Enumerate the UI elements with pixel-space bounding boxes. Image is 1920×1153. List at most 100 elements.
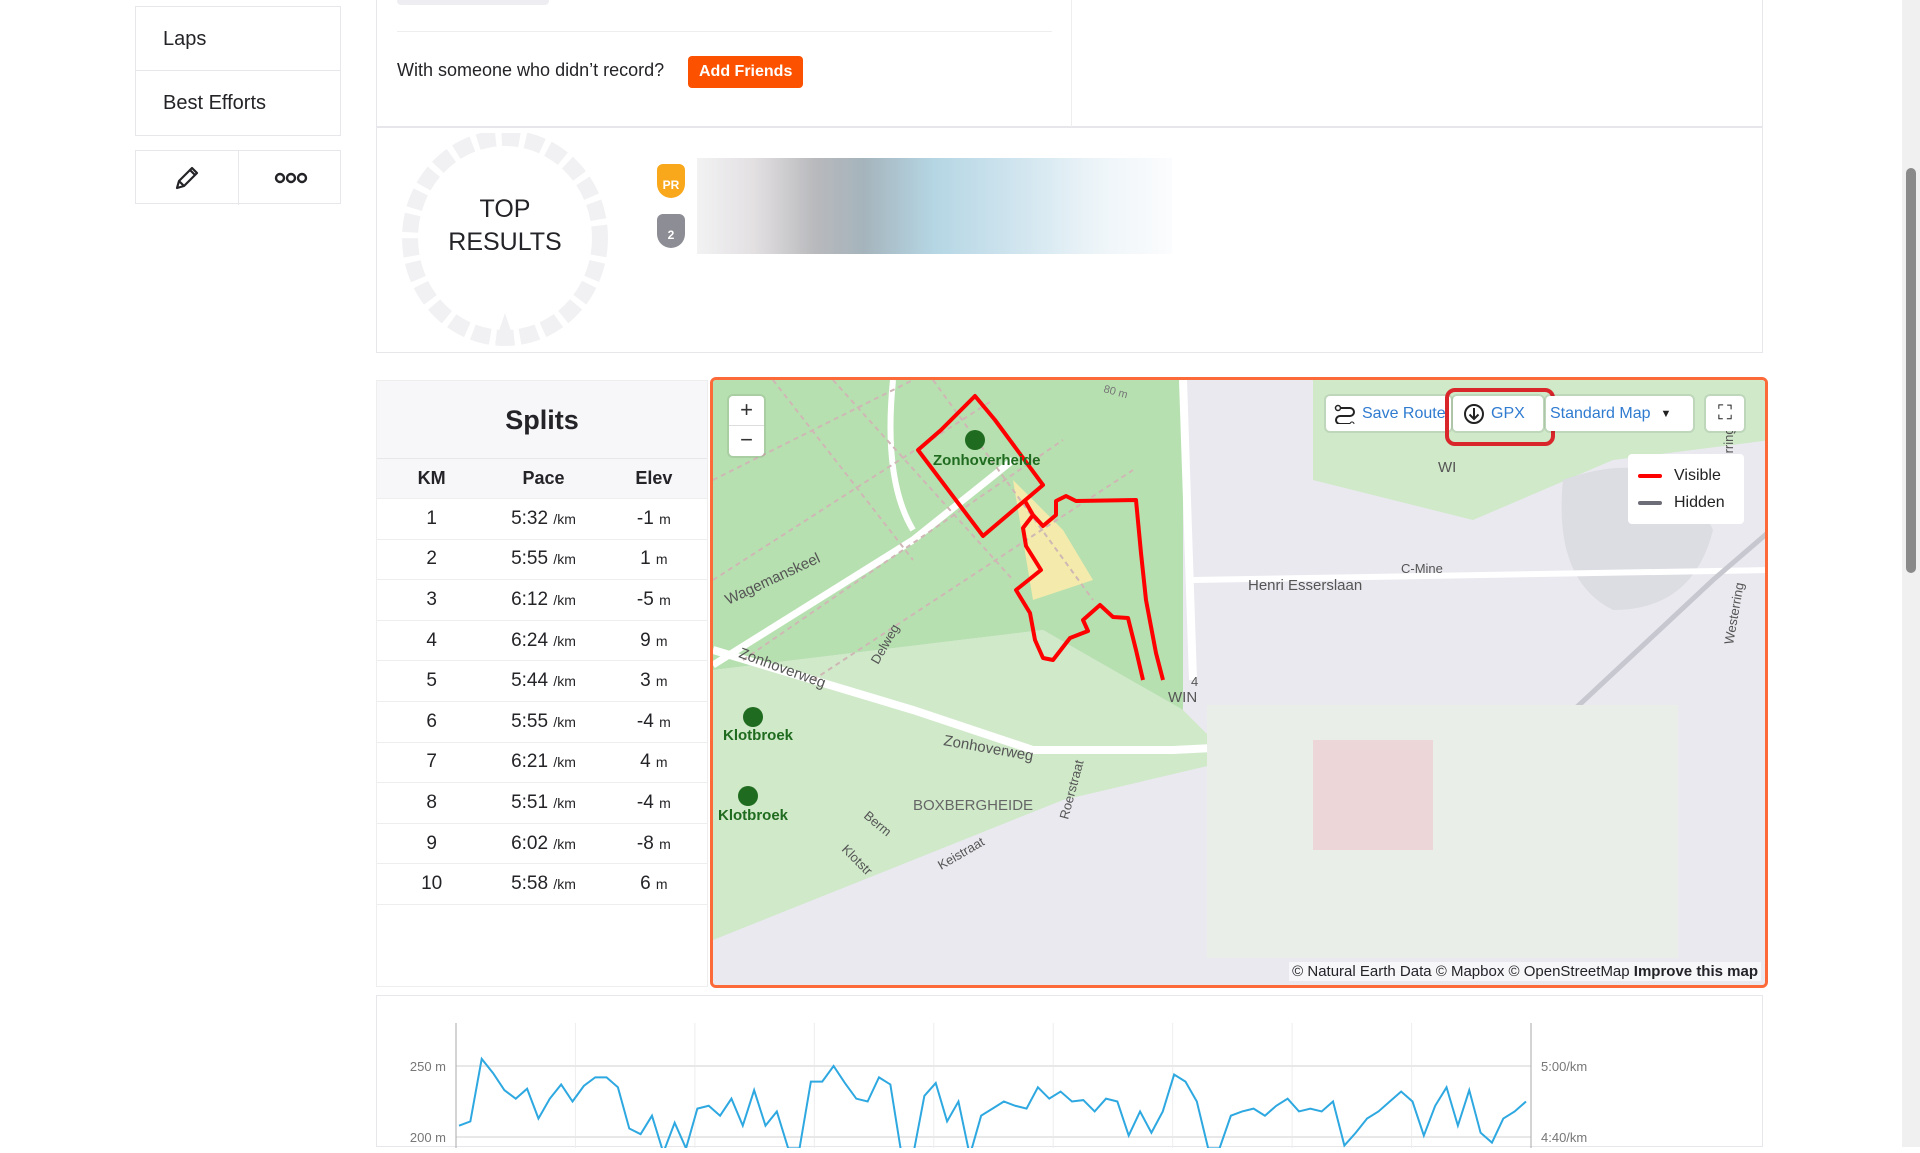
- split-km: 2: [426, 548, 437, 570]
- route-map[interactable]: Zonhoverheide Wagemanskeel Zonhoverweg Zonh…: [710, 377, 1768, 988]
- fullscreen-button[interactable]: ⛶: [1706, 396, 1744, 431]
- pace-value: 6:21: [511, 751, 549, 773]
- elev-unit: m: [659, 835, 671, 852]
- scrollbar-thumb[interactable]: [1906, 168, 1916, 573]
- elev-unit: m: [655, 551, 668, 568]
- pencil-icon: [175, 166, 199, 190]
- pace-unit: /km: [553, 794, 576, 811]
- divider: [1071, 0, 1072, 127]
- elev-value: 9: [640, 629, 651, 651]
- elev-unit: m: [659, 713, 671, 730]
- elevation-line: [458, 1056, 1527, 1153]
- split-elev: -1 m: [601, 508, 707, 530]
- title-line: RESULTS: [448, 228, 562, 256]
- split-km: 8: [426, 791, 437, 813]
- blurred-results: [697, 158, 1172, 254]
- map-style-label: Standard Map: [1550, 404, 1651, 422]
- splits-table: Splits KM Pace Elev 1 5:32 /km -1 m 2 5:5…: [376, 380, 708, 987]
- split-pace: 5:51 /km: [486, 792, 600, 814]
- elev-unit: m: [659, 591, 671, 608]
- splits-title: Splits: [377, 381, 707, 459]
- pace-unit: /km: [553, 876, 576, 893]
- split-km: 4: [426, 629, 437, 651]
- elev-unit: m: [655, 754, 668, 771]
- pace-value: 5:51: [511, 791, 549, 813]
- edit-button[interactable]: [136, 151, 239, 205]
- park-markers: [738, 430, 985, 806]
- map-style-dropdown[interactable]: Standard Map ▼: [1546, 396, 1693, 431]
- split-pace: 6:12 /km: [486, 589, 600, 611]
- split-elev: -8 m: [601, 833, 707, 855]
- sidebar-item-best-efforts[interactable]: Best Efforts: [163, 92, 267, 114]
- split-km: 3: [426, 588, 437, 610]
- legend-swatch: [1638, 500, 1662, 505]
- elev-value: -1: [636, 507, 654, 529]
- badge-label: 2: [667, 228, 675, 242]
- split-km: 6: [426, 710, 437, 732]
- map-label: 4: [1191, 674, 1198, 689]
- save-route-button[interactable]: Save Route: [1326, 396, 1451, 431]
- elev-value: 1: [640, 548, 651, 570]
- left-tick-label: 250 m: [410, 1059, 446, 1074]
- scrollbar[interactable]: [1902, 0, 1920, 1147]
- legend-label: Visible: [1674, 466, 1721, 484]
- splits-header: KM Pace Elev: [377, 459, 707, 499]
- right-tick-label: 4:40/km: [1541, 1130, 1587, 1145]
- pace-unit: /km: [553, 591, 576, 608]
- map-label: Klotbroek: [723, 727, 794, 744]
- gpx-download-button[interactable]: GPX: [1453, 396, 1543, 431]
- route-line-visible: [916, 394, 1165, 681]
- map-label: WIN: [1168, 689, 1197, 706]
- split-elev: 6 m: [601, 873, 707, 895]
- gpx-highlight: [1445, 388, 1555, 446]
- title-line: TOP: [479, 195, 531, 223]
- pace-value: 5:58: [511, 873, 549, 895]
- improve-map-link[interactable]: Improve this map: [1633, 963, 1758, 980]
- pace-value: 5:44: [511, 670, 549, 692]
- split-pace: 6:21 /km: [486, 751, 600, 773]
- route-icon: [1334, 404, 1355, 424]
- top-results-title: TOP RESULTS: [399, 193, 611, 259]
- more-dots-icon: [274, 172, 307, 184]
- split-pace: 5:55 /km: [486, 548, 600, 570]
- map-label: C-Mine: [1401, 561, 1443, 576]
- zoom-out-button[interactable]: −: [740, 427, 753, 452]
- top-results-panel: TOP RESULTS PR 2: [376, 127, 1763, 353]
- add-friends-button[interactable]: Add Friends: [688, 56, 804, 88]
- group-activity-panel: With someone who didn’t record? Add Frie…: [376, 0, 1763, 127]
- pr-medal-icon: PR: [657, 164, 685, 198]
- header-km: KM: [417, 468, 446, 488]
- split-pace: 6:24 /km: [486, 630, 600, 652]
- pace-value: 5:55: [511, 710, 549, 732]
- legend-hidden: Hidden: [1638, 489, 1734, 516]
- pace-unit: /km: [553, 754, 576, 771]
- split-row: 5 5:44 /km 3 m: [377, 661, 707, 702]
- caret-down-icon: ▼: [1660, 407, 1672, 420]
- header-pace: Pace: [522, 468, 565, 488]
- elev-unit: m: [655, 876, 668, 893]
- zoom-in-button[interactable]: +: [729, 396, 764, 426]
- split-pace: 5:55 /km: [486, 711, 600, 733]
- split-row: 1 5:32 /km -1 m: [377, 499, 707, 540]
- elev-unit: m: [655, 673, 668, 690]
- split-row: 7 6:21 /km 4 m: [377, 743, 707, 784]
- header-elev: Elev: [635, 468, 673, 488]
- split-row: 3 6:12 /km -5 m: [377, 580, 707, 621]
- download-icon: [1464, 403, 1484, 424]
- split-pace: 6:02 /km: [486, 833, 600, 855]
- split-row: 8 5:51 /km -4 m: [377, 783, 707, 824]
- attribution-text[interactable]: © Natural Earth Data © Mapbox © OpenStre…: [1292, 963, 1630, 980]
- laurel-wreath-icon: [402, 133, 608, 346]
- map-canvas[interactable]: ZonhoverheideWagemanskeelZonhoverwegZonh…: [713, 380, 1768, 988]
- split-row: 10 5:58 /km 6 m: [377, 864, 707, 905]
- split-km: 7: [426, 751, 437, 773]
- split-elev: -4 m: [601, 792, 707, 814]
- elevation-chart: 250 m 200 m 5:00/km 4:40/km: [410, 1023, 1587, 1153]
- sidebar-item-laps[interactable]: Laps: [136, 7, 340, 71]
- legend-swatch: [1638, 473, 1662, 478]
- split-elev: 3 m: [601, 670, 707, 692]
- more-button[interactable]: [239, 151, 342, 205]
- split-row: 9 6:02 /km -8 m: [377, 824, 707, 865]
- map-label: Henri Esserslaan: [1248, 577, 1362, 594]
- pace-value: 6:12: [511, 588, 549, 610]
